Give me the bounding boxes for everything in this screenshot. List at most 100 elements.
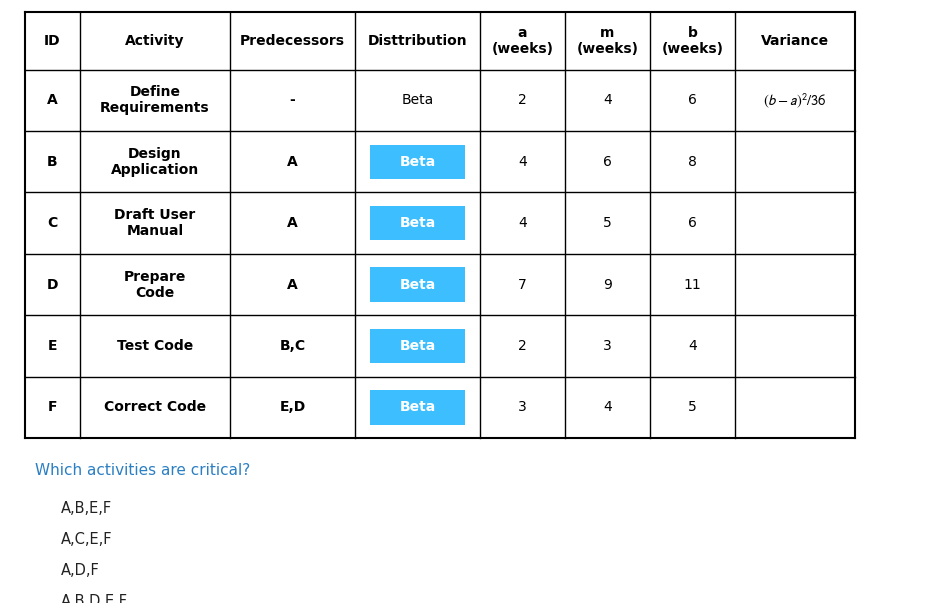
Text: 5: 5: [603, 216, 612, 230]
Bar: [80, 192, 230, 254]
Text: 6: 6: [688, 216, 697, 230]
Bar: [735, 377, 855, 438]
Bar: [80, 12, 230, 69]
Bar: [25, 192, 80, 254]
Bar: [25, 254, 80, 315]
Bar: [565, 12, 650, 69]
Text: 9: 9: [603, 277, 612, 292]
Text: ID: ID: [44, 34, 61, 48]
Bar: [650, 192, 735, 254]
Bar: [480, 69, 565, 131]
Text: Disttribution: Disttribution: [368, 34, 467, 48]
Text: 6: 6: [688, 93, 697, 107]
Bar: [480, 377, 565, 438]
Text: Draft User
Manual: Draft User Manual: [115, 208, 196, 238]
Text: 3: 3: [603, 339, 612, 353]
Text: Prepare
Code: Prepare Code: [124, 270, 187, 300]
Text: 6: 6: [603, 155, 612, 169]
Bar: [355, 131, 480, 192]
Text: B: B: [48, 155, 58, 169]
Bar: [650, 131, 735, 192]
Text: Activity: Activity: [125, 34, 185, 48]
Text: 5: 5: [689, 400, 697, 414]
Text: A,D,F: A,D,F: [61, 563, 99, 578]
Text: A,B,E,F: A,B,E,F: [61, 501, 112, 516]
Bar: [355, 377, 480, 438]
Bar: [565, 315, 650, 377]
Text: Beta: Beta: [399, 277, 436, 292]
Bar: [650, 254, 735, 315]
Text: -: -: [289, 93, 296, 107]
Text: 2: 2: [518, 93, 527, 107]
Text: 4: 4: [603, 400, 612, 414]
Bar: [735, 12, 855, 69]
Bar: [565, 377, 650, 438]
Text: 11: 11: [684, 277, 702, 292]
Bar: [355, 315, 480, 377]
Bar: [230, 131, 355, 192]
Bar: [370, 390, 465, 425]
Text: a
(weeks): a (weeks): [492, 26, 553, 56]
Bar: [25, 315, 80, 377]
Text: D: D: [47, 277, 58, 292]
Bar: [480, 131, 565, 192]
Bar: [565, 69, 650, 131]
Text: b
(weeks): b (weeks): [661, 26, 723, 56]
Bar: [25, 69, 80, 131]
Bar: [80, 131, 230, 192]
Bar: [650, 12, 735, 69]
Bar: [355, 254, 480, 315]
Bar: [230, 192, 355, 254]
Text: F: F: [48, 400, 57, 414]
Bar: [370, 329, 465, 363]
Text: 4: 4: [518, 216, 527, 230]
Bar: [370, 267, 465, 302]
Text: Beta: Beta: [399, 339, 436, 353]
Bar: [735, 69, 855, 131]
Text: m
(weeks): m (weeks): [577, 26, 638, 56]
Bar: [370, 206, 465, 241]
Text: Variance: Variance: [761, 34, 829, 48]
Bar: [565, 192, 650, 254]
Bar: [230, 69, 355, 131]
Text: Test Code: Test Code: [117, 339, 193, 353]
Bar: [480, 315, 565, 377]
Bar: [480, 254, 565, 315]
Text: E: E: [48, 339, 57, 353]
Bar: [370, 145, 465, 179]
Text: 4: 4: [689, 339, 697, 353]
Text: 8: 8: [688, 155, 697, 169]
Bar: [735, 131, 855, 192]
Text: 4: 4: [603, 93, 612, 107]
Bar: [25, 377, 80, 438]
Text: 7: 7: [518, 277, 527, 292]
Bar: [735, 192, 855, 254]
Text: B,C: B,C: [280, 339, 306, 353]
Text: A: A: [287, 216, 298, 230]
Text: 3: 3: [518, 400, 527, 414]
Text: E,D: E,D: [279, 400, 306, 414]
Text: A: A: [287, 277, 298, 292]
Bar: [355, 192, 480, 254]
Bar: [355, 12, 480, 69]
Bar: [25, 131, 80, 192]
Text: $(b-a)^2/36$: $(b-a)^2/36$: [763, 91, 827, 110]
Text: A,C,E,F: A,C,E,F: [61, 532, 112, 548]
Text: C: C: [48, 216, 58, 230]
Text: A: A: [48, 93, 58, 107]
Bar: [565, 131, 650, 192]
Bar: [80, 377, 230, 438]
Text: Beta: Beta: [399, 216, 436, 230]
Bar: [80, 254, 230, 315]
Text: Beta: Beta: [399, 155, 436, 169]
Bar: [565, 254, 650, 315]
Text: 2: 2: [518, 339, 527, 353]
Text: Define
Requirements: Define Requirements: [100, 85, 210, 115]
Text: A,B,D,E,F: A,B,D,E,F: [61, 595, 128, 603]
Bar: [230, 254, 355, 315]
Bar: [230, 12, 355, 69]
Text: Beta: Beta: [401, 93, 434, 107]
Bar: [650, 69, 735, 131]
Bar: [80, 69, 230, 131]
Text: Which activities are critical?: Which activities are critical?: [35, 463, 250, 478]
